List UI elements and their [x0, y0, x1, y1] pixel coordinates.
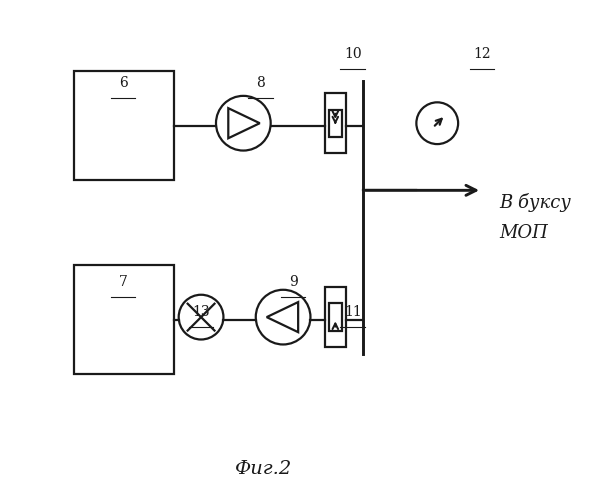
Text: 8: 8 — [256, 76, 265, 90]
Polygon shape — [267, 302, 298, 332]
Bar — [329, 110, 342, 137]
Polygon shape — [228, 108, 260, 138]
Text: 11: 11 — [344, 305, 362, 319]
Bar — [329, 304, 342, 331]
Text: МОП: МОП — [499, 224, 548, 242]
Bar — [325, 288, 346, 347]
Text: 13: 13 — [192, 305, 210, 319]
Circle shape — [416, 102, 458, 144]
Circle shape — [216, 96, 271, 150]
Text: 6: 6 — [119, 76, 127, 90]
Text: 7: 7 — [119, 276, 127, 289]
Text: 9: 9 — [288, 276, 298, 289]
Bar — [325, 94, 346, 153]
Circle shape — [256, 290, 310, 344]
Text: 10: 10 — [344, 46, 362, 60]
Text: 12: 12 — [473, 46, 491, 60]
Text: Фиг.2: Фиг.2 — [235, 460, 292, 478]
Circle shape — [179, 294, 224, 340]
Bar — [75, 265, 174, 374]
Text: В буксу: В буксу — [499, 194, 571, 212]
Bar — [75, 71, 174, 180]
